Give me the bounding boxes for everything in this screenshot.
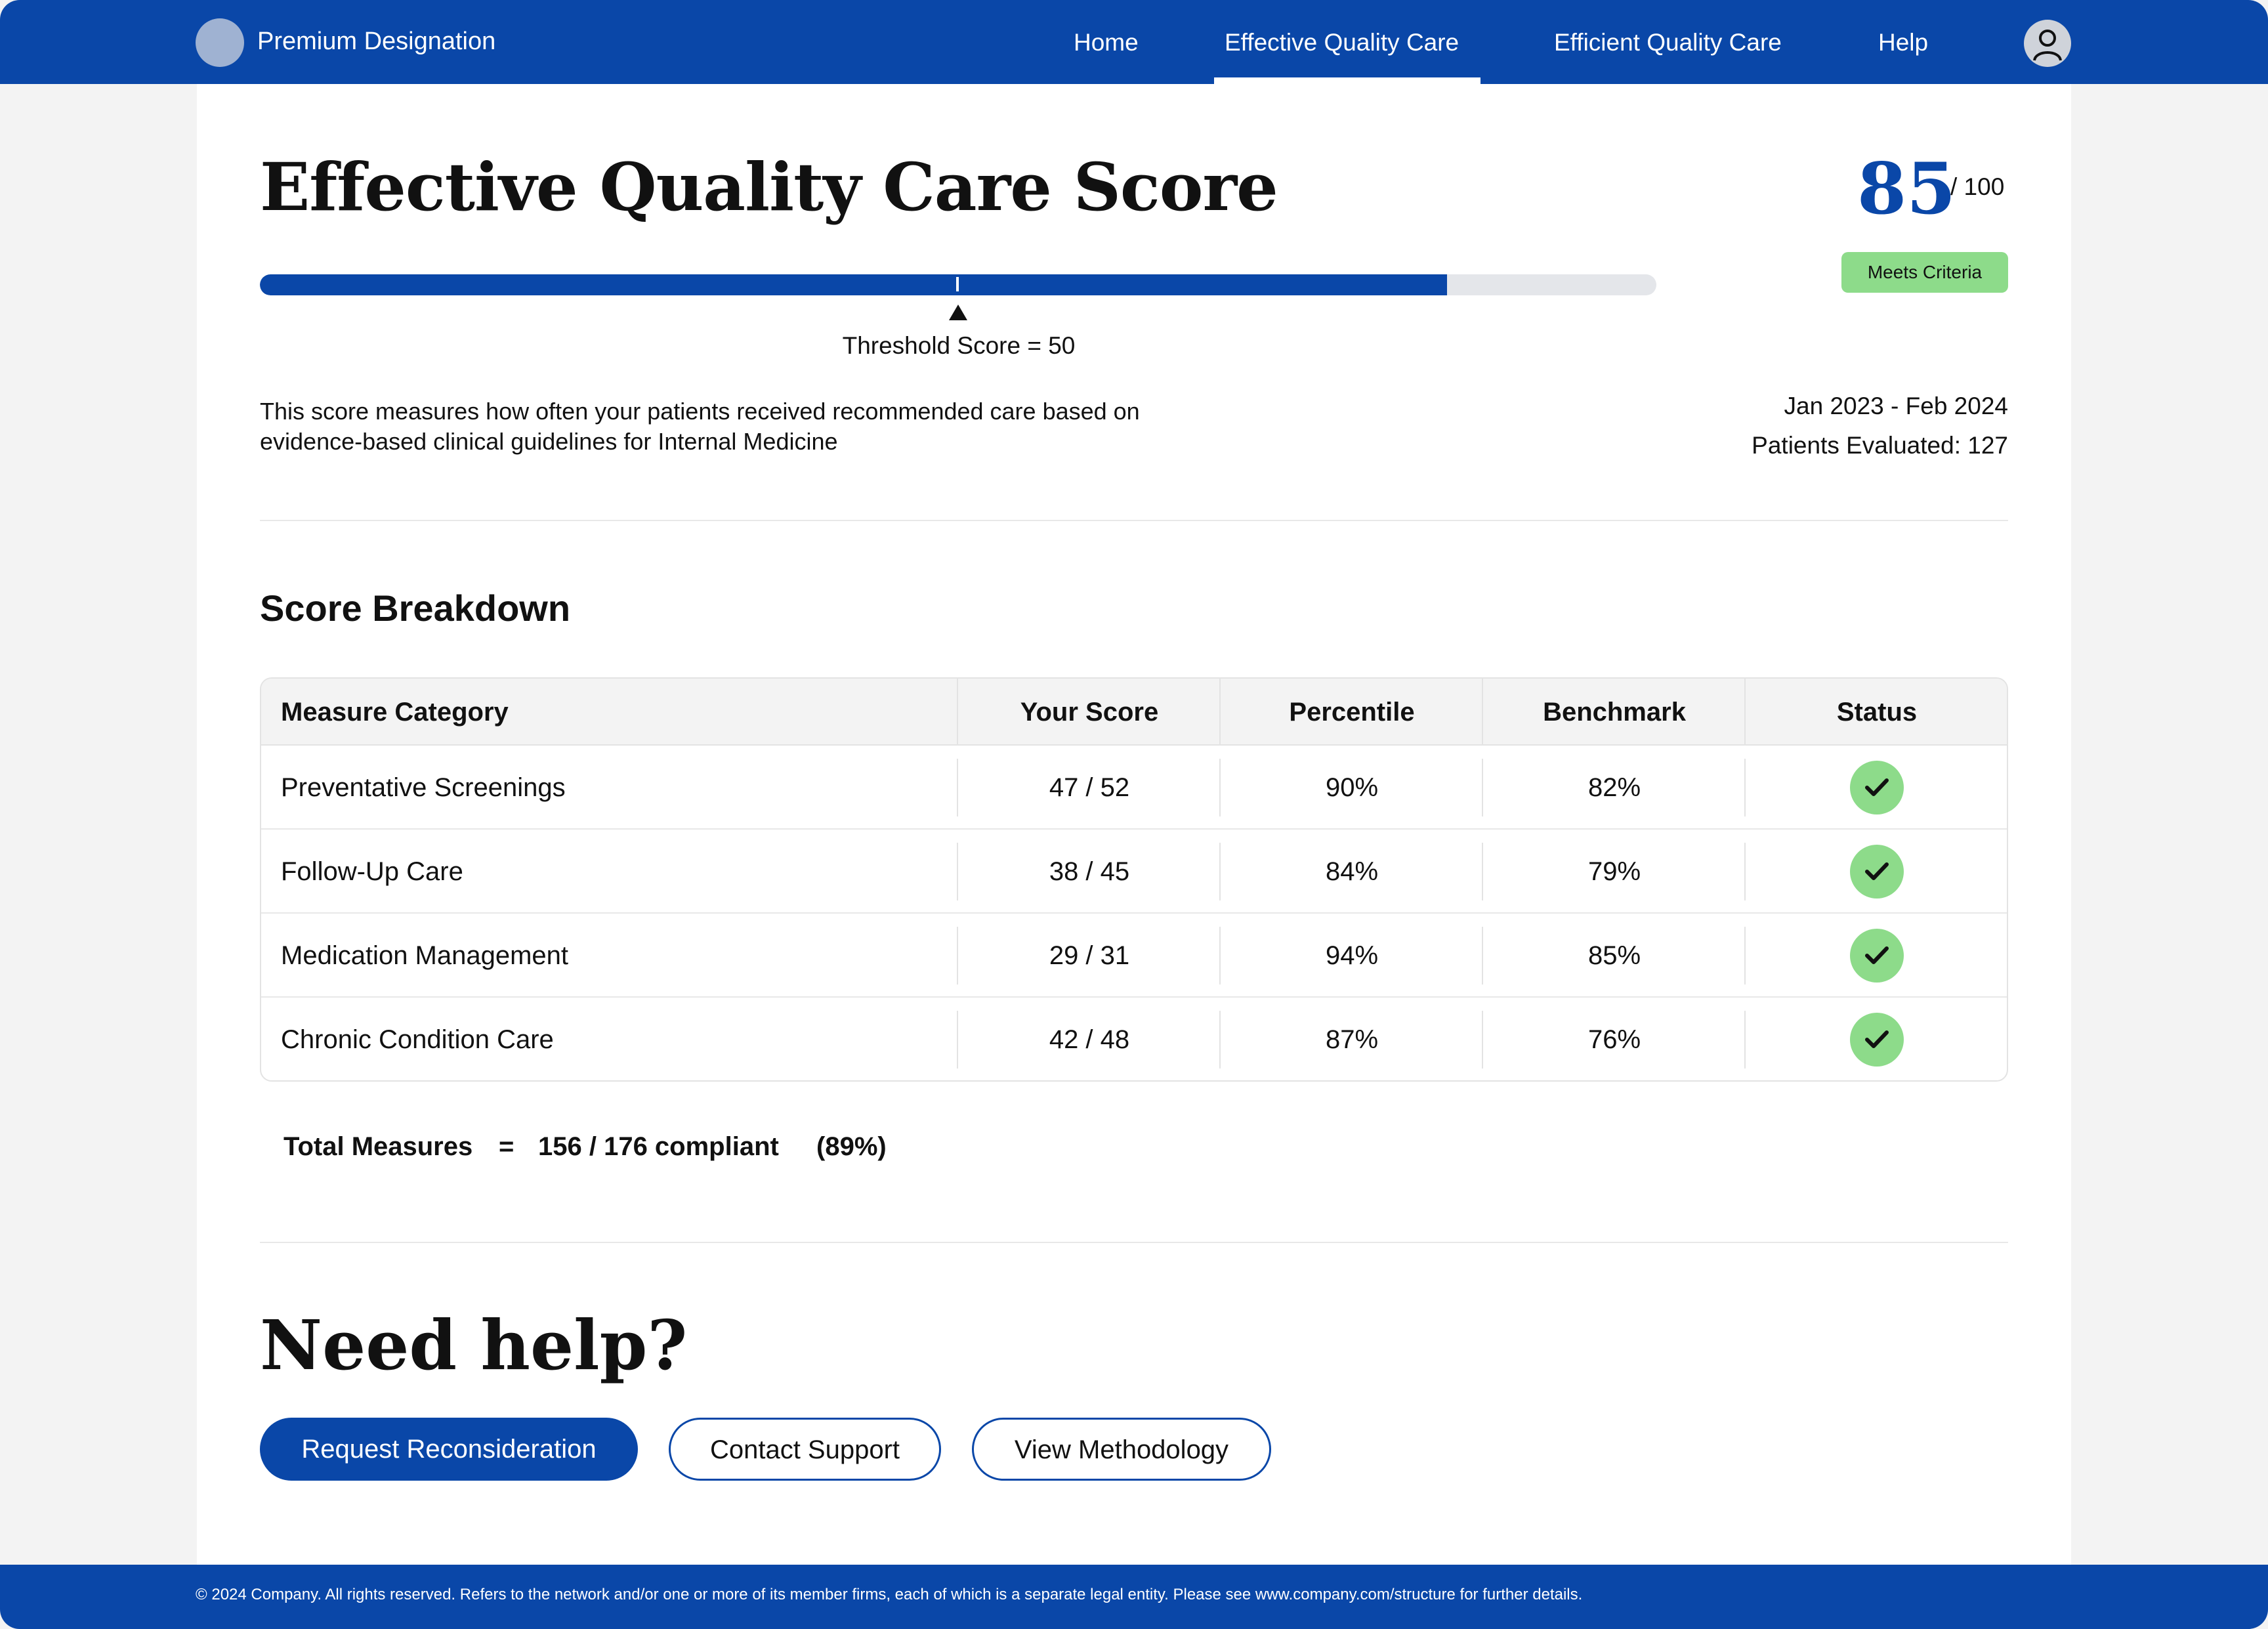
column-divider	[1482, 843, 1483, 900]
cell-percentile: 87%	[1325, 1025, 1379, 1054]
cell-score: 29 / 31	[1049, 941, 1130, 970]
table-row: Medication Management 29 / 31 94% 85%	[261, 914, 2007, 998]
threshold-pointer-icon	[949, 305, 967, 320]
column-header-score: Your Score	[1020, 698, 1159, 727]
cell-benchmark: 79%	[1587, 857, 1641, 886]
cell-benchmark: 82%	[1587, 773, 1641, 802]
column-divider	[957, 759, 958, 816]
page-title: Effective Quality Care Score	[260, 148, 1278, 226]
column-divider	[1744, 679, 1746, 746]
view-methodology-button[interactable]: View Methodology	[972, 1418, 1271, 1481]
column-divider	[1744, 759, 1746, 816]
section-divider	[260, 520, 2008, 521]
status-badge: Meets Criteria	[1841, 252, 2008, 293]
table-row: Preventative Screenings 47 / 52 90% 82%	[261, 746, 2007, 830]
total-measures-equals: =	[499, 1132, 514, 1161]
column-divider	[1744, 1011, 1746, 1068]
nav-efficient-quality-care[interactable]: Efficient Quality Care	[1554, 29, 1782, 56]
date-range: Jan 2023 - Feb 2024	[1784, 392, 2008, 419]
threshold-marker	[956, 277, 959, 291]
check-icon	[1850, 1013, 1904, 1067]
top-nav-bar: Premium Designation Home Effective Quali…	[0, 0, 2268, 84]
user-icon[interactable]	[2024, 20, 2071, 67]
column-header-status: Status	[1836, 698, 1918, 727]
table-header: Measure Category Your Score Percentile B…	[261, 679, 2007, 746]
column-divider	[1744, 843, 1746, 900]
column-divider	[1219, 843, 1221, 900]
brand-logo-icon	[196, 18, 244, 67]
brand-name: Premium Designation	[257, 28, 496, 55]
cell-percentile: 90%	[1325, 773, 1379, 802]
cell-category: Medication Management	[281, 941, 569, 970]
score-description: This score measures how often your patie…	[260, 398, 1140, 455]
nav-effective-quality-care[interactable]: Effective Quality Care	[1225, 29, 1460, 56]
help-section-title: Need help?	[260, 1305, 688, 1386]
total-measures-label: Total Measures	[284, 1132, 473, 1161]
column-divider	[1482, 1011, 1483, 1068]
total-measures-value: 156 / 176 compliant	[538, 1132, 779, 1161]
column-divider	[957, 1011, 958, 1068]
check-icon	[1850, 929, 1904, 983]
cell-score: 42 / 48	[1049, 1025, 1130, 1054]
check-icon	[1850, 761, 1904, 814]
table-row: Follow-Up Care 38 / 45 84% 79%	[261, 830, 2007, 914]
column-header-benchmark: Benchmark	[1543, 698, 1686, 727]
column-divider	[957, 843, 958, 900]
cell-category: Preventative Screenings	[281, 773, 566, 802]
column-divider	[1219, 927, 1221, 984]
column-header-percentile: Percentile	[1289, 698, 1415, 727]
column-divider	[957, 679, 958, 746]
column-divider	[1219, 759, 1221, 816]
cell-category: Chronic Condition Care	[281, 1025, 554, 1054]
patients-evaluated: Patients Evaluated: 127	[1752, 432, 2008, 459]
score-max: / 100	[1950, 173, 2005, 200]
threshold-label: Threshold Score = 50	[842, 332, 1076, 359]
column-divider	[1482, 679, 1483, 746]
section-divider	[260, 1242, 2008, 1243]
column-divider	[957, 927, 958, 984]
footer: © 2024 Company. All rights reserved. Ref…	[0, 1565, 2268, 1629]
cell-benchmark: 76%	[1587, 1025, 1641, 1054]
nav-help[interactable]: Help	[1878, 29, 1929, 56]
column-divider	[1482, 759, 1483, 816]
check-icon	[1850, 845, 1904, 899]
main-content-card	[197, 84, 2071, 1565]
footer-legal-text: © 2024 Company. All rights reserved. Ref…	[196, 1586, 1583, 1603]
column-divider	[1219, 679, 1221, 746]
column-divider	[1744, 927, 1746, 984]
column-divider	[1219, 1011, 1221, 1068]
column-header-category: Measure Category	[281, 698, 509, 727]
cell-benchmark: 85%	[1587, 941, 1641, 970]
total-measures-percent: (89%)	[816, 1132, 887, 1161]
section-title-score-breakdown: Score Breakdown	[260, 587, 571, 629]
column-divider	[1482, 927, 1483, 984]
request-reconsideration-button[interactable]: Request Reconsideration	[260, 1418, 638, 1481]
contact-support-button[interactable]: Contact Support	[669, 1418, 941, 1481]
cell-percentile: 84%	[1325, 857, 1379, 886]
score-breakdown-table: Measure Category Your Score Percentile B…	[260, 677, 2008, 1082]
cell-score: 47 / 52	[1049, 773, 1130, 802]
active-tab-indicator	[1214, 77, 1480, 84]
cell-category: Follow-Up Care	[281, 857, 463, 886]
table-row: Chronic Condition Care 42 / 48 87% 76%	[261, 998, 2007, 1080]
score-value: 85	[1857, 148, 1956, 230]
cell-score: 38 / 45	[1049, 857, 1130, 886]
score-progress-fill	[260, 274, 1447, 295]
cell-percentile: 94%	[1325, 941, 1379, 970]
nav-home[interactable]: Home	[1074, 29, 1139, 56]
